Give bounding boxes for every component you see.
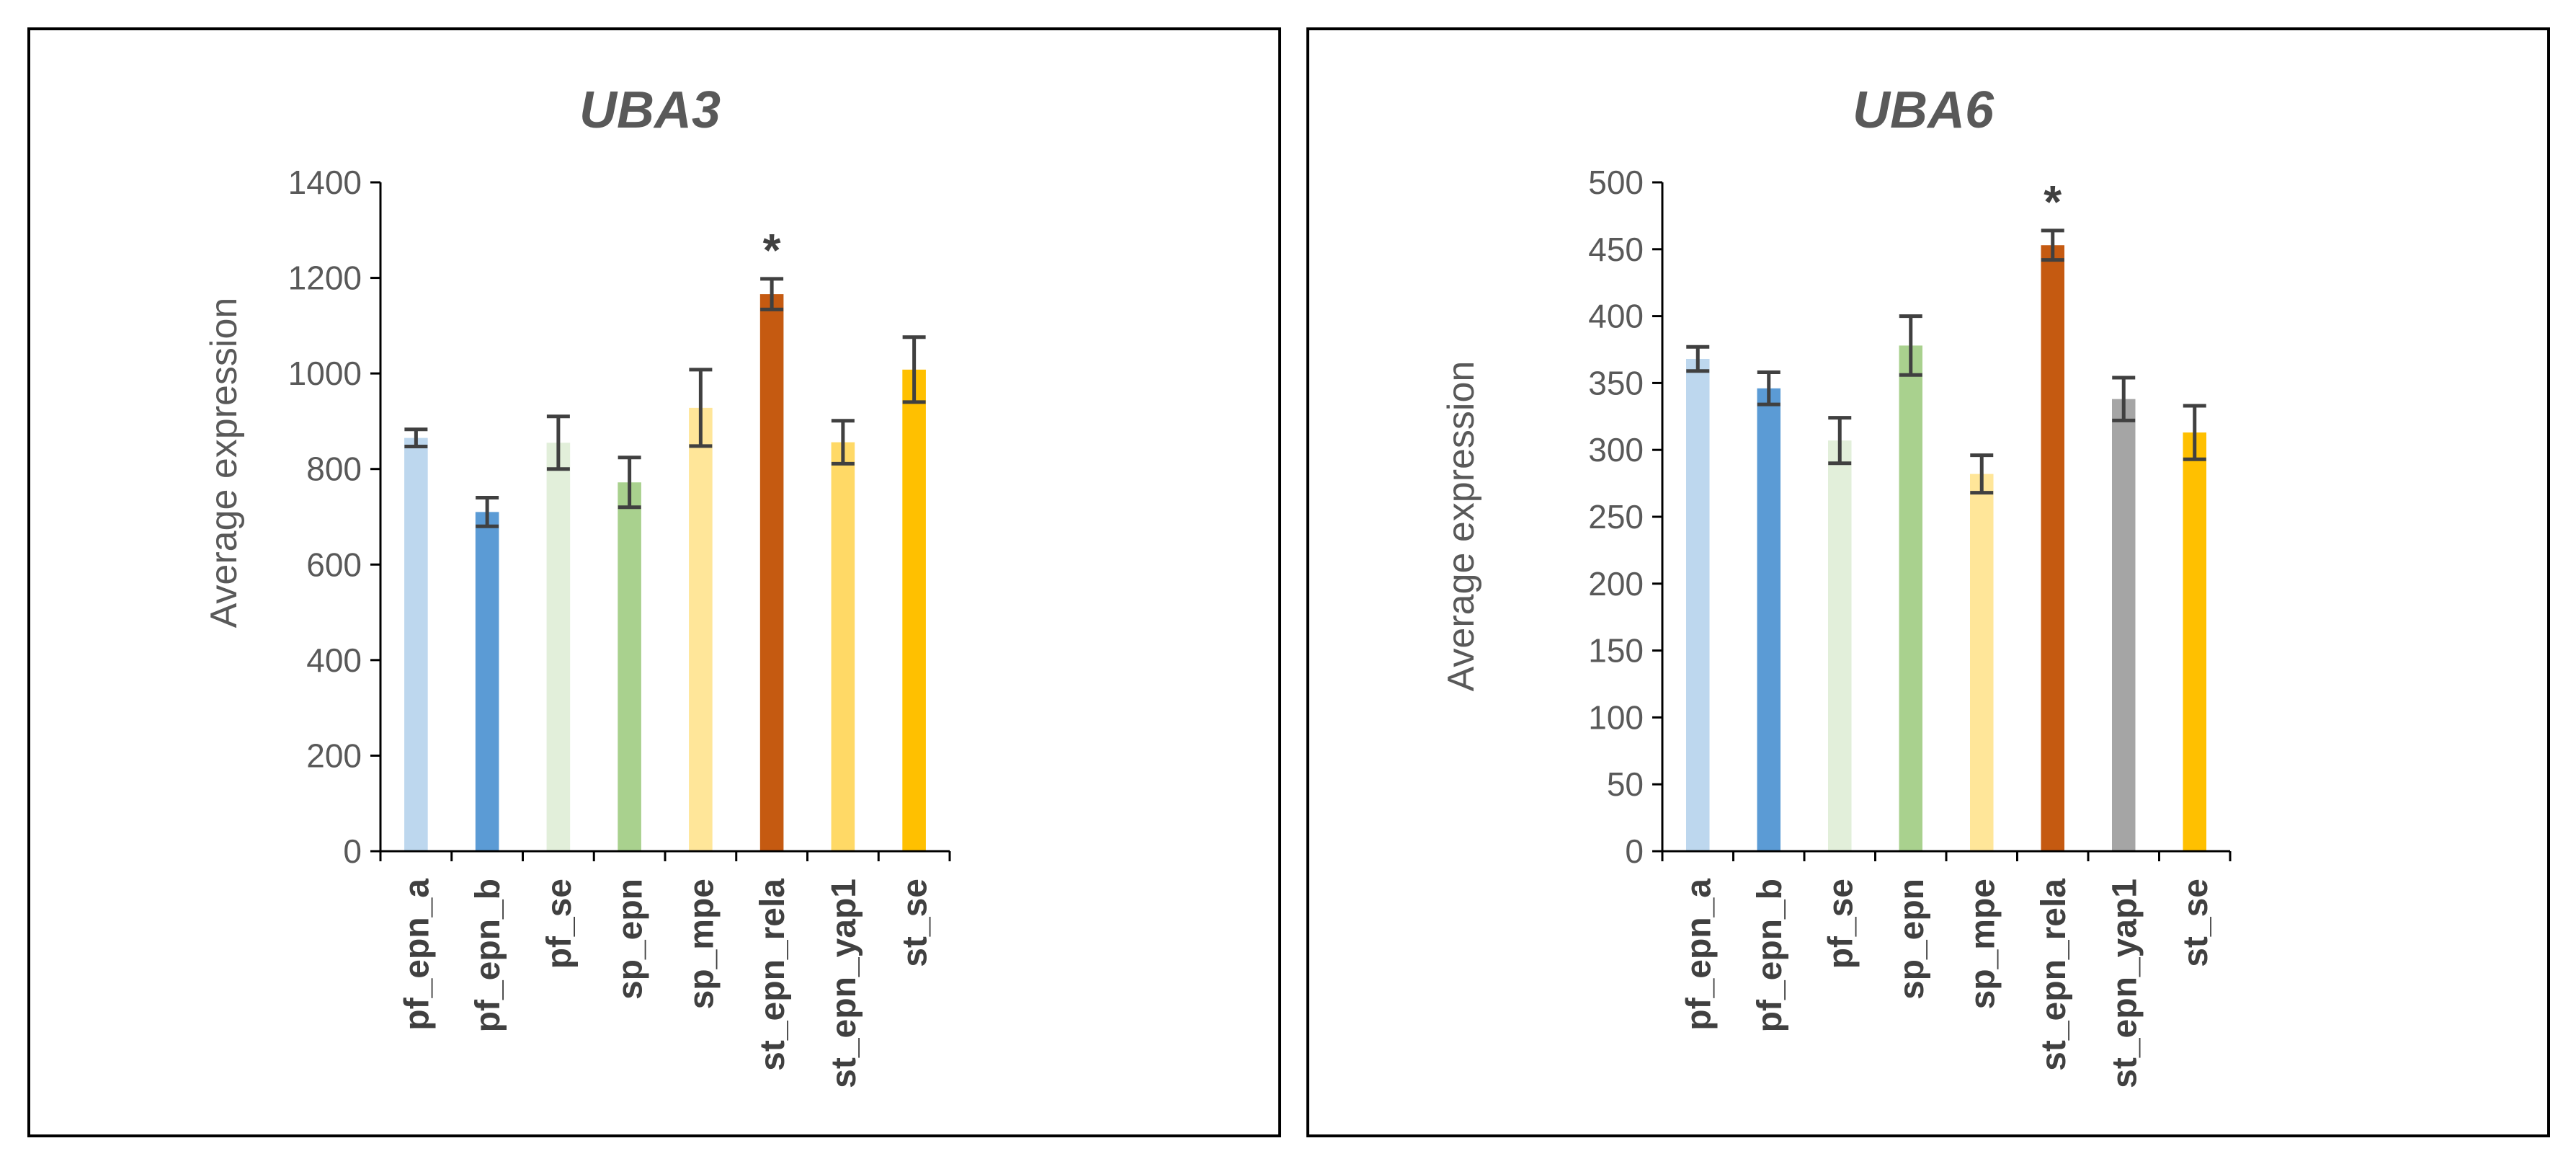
category-label-sp_epn: sp_epn: [612, 879, 650, 1000]
y-tick-label: 600: [306, 546, 362, 583]
category-label-st_se: st_se: [896, 879, 935, 967]
y-tick-label: 800: [306, 450, 362, 488]
chart-panel-uba6: UBA6 Average expression 0 50 100 150 200 250 300…: [1306, 27, 2550, 1137]
bar-sp_mpe: [1969, 474, 1994, 851]
category-label-st_epn_rela: st_epn_rela: [2035, 879, 2073, 1071]
y-tick-label: 0: [343, 832, 362, 870]
chart-uba3: UBA3 Average expression 0 200 400 600 800 1000 1…: [203, 81, 951, 1088]
category-label-pf_epn_a: pf_epn_a: [398, 879, 436, 1031]
y-tick-label: 1400: [288, 164, 362, 201]
chart-uba6: UBA6 Average expression 0 50 100 150 200 250 300…: [1440, 81, 2232, 1088]
bar-st_epn_yap1: [2111, 399, 2136, 851]
chart-title: UBA6: [1853, 81, 1995, 139]
bar-st_se: [2183, 432, 2207, 851]
y-tick-label: 200: [306, 737, 362, 774]
category-label-sp_epn: sp_epn: [1893, 879, 1931, 1000]
bar-pf_epn_b: [475, 512, 499, 851]
category-label-st_epn_yap1: st_epn_yap1: [2105, 879, 2144, 1088]
chart-title: UBA3: [579, 81, 721, 139]
y-tick-label: 200: [1588, 565, 1644, 603]
y-tick-label: 250: [1588, 498, 1644, 536]
significance-annotation: *: [763, 224, 781, 276]
category-label-pf_se: pf_se: [540, 879, 579, 969]
y-axis-label: Average expression: [1440, 361, 1482, 692]
category-label-sp_mpe: sp_mpe: [682, 879, 721, 1009]
y-tick-label: 100: [1588, 698, 1644, 736]
y-axis-label: Average expression: [203, 298, 245, 628]
bar-st_epn_rela: [759, 294, 784, 851]
category-label-sp_mpe: sp_mpe: [1964, 879, 2002, 1009]
bar-pf_epn_a: [404, 437, 428, 851]
bar-pf_epn_b: [1757, 388, 1781, 851]
bar-st_se: [902, 369, 926, 851]
chart-panel-uba3: UBA3 Average expression 0 200 400 600 800 1000 1…: [27, 27, 1281, 1137]
y-tick-label: 400: [1588, 298, 1644, 335]
category-label-pf_epn_b: pf_epn_b: [469, 879, 507, 1032]
bar-pf_se: [1827, 440, 1852, 851]
category-label-st_epn_rela: st_epn_rela: [754, 879, 792, 1071]
y-tick-label: 50: [1607, 765, 1644, 803]
category-label-pf_epn_b: pf_epn_b: [1751, 879, 1789, 1032]
bar-st_epn_yap1: [831, 442, 855, 851]
category-label-st_epn_yap1: st_epn_yap1: [825, 879, 863, 1088]
y-tick-label: 150: [1588, 632, 1644, 670]
y-tick-label: 1000: [288, 355, 362, 392]
y-tick-label: 300: [1588, 431, 1644, 468]
bar-sp_mpe: [689, 407, 713, 851]
bar-sp_epn: [1899, 345, 1923, 851]
y-tick-label: 400: [306, 641, 362, 679]
y-tick-label: 1200: [288, 259, 362, 297]
category-label-pf_se: pf_se: [1822, 879, 1860, 969]
category-label-pf_epn_a: pf_epn_a: [1680, 879, 1718, 1031]
significance-annotation: *: [2044, 176, 2062, 228]
y-tick-label: 500: [1588, 164, 1644, 201]
bar-st_epn_rela: [2041, 245, 2065, 851]
category-label-st_se: st_se: [2177, 879, 2215, 967]
bar-pf_se: [546, 443, 571, 851]
y-tick-label: 350: [1588, 364, 1644, 401]
y-tick-label: 450: [1588, 231, 1644, 268]
bar-sp_epn: [618, 482, 641, 851]
bar-pf_epn_a: [1685, 358, 1710, 851]
y-tick-label: 0: [1625, 832, 1644, 870]
